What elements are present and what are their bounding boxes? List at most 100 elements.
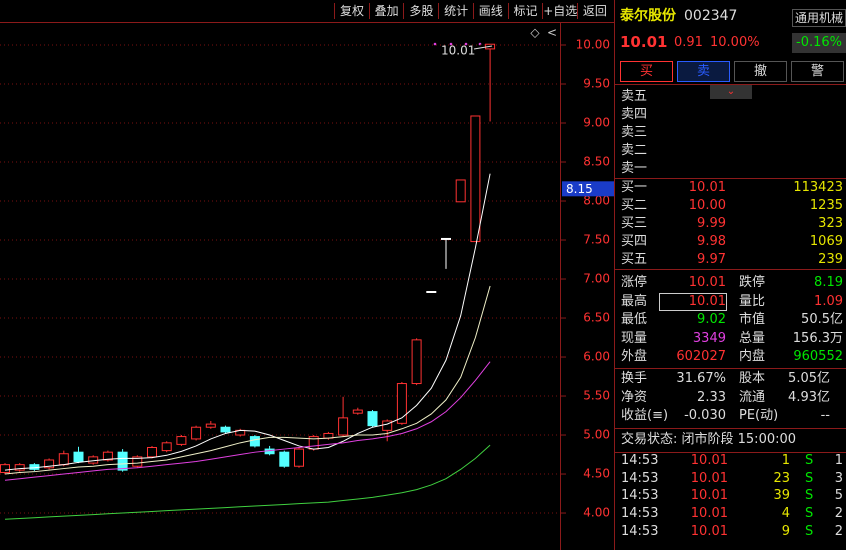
action-button[interactable]: 警: [791, 61, 844, 82]
ask-label: 卖五: [621, 89, 648, 104]
candle-body: [382, 420, 393, 431]
stat-value: 31.67%: [676, 371, 726, 386]
toolbar-button[interactable]: 画线: [472, 3, 508, 19]
tick-price: 10.01: [690, 453, 728, 468]
icon-back[interactable]: <: [547, 26, 557, 40]
price-marker: 8.15: [566, 182, 593, 196]
stat-label: 最高: [621, 293, 648, 309]
bid-label: 买四: [621, 234, 648, 249]
candle-body: [352, 409, 363, 414]
stat-label: 市值: [739, 312, 766, 327]
stat-value: 602027: [676, 349, 726, 364]
action-button[interactable]: 撤: [734, 61, 787, 82]
change-pct: 10.00%: [710, 35, 760, 50]
stock-code: 002347: [684, 8, 738, 24]
bid-price: 9.97: [697, 252, 726, 267]
candle-body: [294, 448, 304, 467]
stat-value: --: [820, 408, 830, 423]
candle-body: [117, 451, 128, 471]
candle-body: [73, 451, 84, 463]
candle-body: [102, 451, 113, 461]
stat-label: 外盘: [621, 349, 648, 364]
tick-count: 2: [834, 506, 843, 522]
tick-price: 10.01: [690, 470, 728, 486]
moving-average: [4, 173, 491, 471]
candle-body: [426, 290, 437, 293]
candle-body: [220, 426, 231, 433]
divider: [615, 269, 846, 270]
tick-side: S: [805, 506, 814, 522]
candle-body: [279, 451, 290, 467]
candle-body: [470, 115, 481, 243]
divider: [615, 368, 846, 369]
stat-label: 现量: [621, 330, 648, 346]
bid-price: 9.98: [697, 234, 726, 249]
stat-label: 涨停: [621, 275, 648, 290]
candle-body: [205, 423, 216, 428]
tick-price: 10.01: [690, 506, 728, 522]
price-marker-box: [562, 181, 614, 197]
bid-label: 买三: [621, 216, 648, 231]
tick-count: 1: [834, 453, 843, 468]
toolbar-button[interactable]: +自选: [542, 3, 578, 19]
toolbar-button[interactable]: 叠加: [368, 3, 404, 19]
toolbar-button[interactable]: 统计: [438, 3, 473, 19]
tick-volume: 9: [781, 523, 790, 539]
stat-value: 50.5亿: [801, 312, 843, 327]
toolbar-button[interactable]: 多股: [403, 3, 438, 19]
ask-label: 卖四: [621, 107, 648, 122]
y-tick-label: 4.00: [583, 506, 610, 520]
toolbar-button[interactable]: 标记: [507, 3, 543, 19]
trade-status: 交易状态: 闭市阶段 15:00:00: [621, 432, 797, 447]
tick-time: 14:53: [621, 506, 659, 522]
moving-average: [4, 444, 491, 520]
stat-value: 1.09: [814, 293, 843, 309]
bid-price: 9.99: [697, 216, 726, 231]
toolbar-button[interactable]: 复权: [334, 3, 369, 19]
y-tick-label: 9.00: [583, 116, 610, 130]
y-tick-label: 5.00: [583, 428, 610, 442]
candle-body: [411, 339, 422, 385]
moving-average: [4, 285, 491, 475]
candle-body: [0, 464, 10, 473]
candle-body: [191, 426, 202, 440]
candle-body: [367, 411, 378, 427]
candle-body: [396, 383, 407, 424]
y-tick-label: 8.00: [583, 194, 610, 208]
stat-label: 收益(≡): [621, 408, 669, 423]
icon-diamond[interactable]: ◇: [530, 26, 540, 40]
tick-side: S: [805, 488, 814, 504]
y-tick-label: 7.00: [583, 272, 610, 286]
stat-value: 10.01: [659, 292, 727, 311]
tick-volume: 23: [773, 470, 790, 486]
stat-value: 3349: [692, 330, 726, 346]
stat-value: 4.93亿: [788, 389, 830, 405]
tick-volume: 39: [773, 488, 790, 504]
stat-value: 10.01: [688, 275, 726, 290]
bid-price: 10.01: [688, 180, 726, 195]
stat-value: -0.030: [684, 408, 726, 423]
stat-value: 156.3万: [792, 330, 843, 346]
tick-time: 14:53: [621, 453, 659, 468]
industry[interactable]: 通用机械: [792, 9, 846, 27]
divider: [615, 84, 846, 85]
candle-body: [58, 453, 69, 466]
collapse-tab[interactable]: ⌄: [710, 85, 752, 99]
tick-side: S: [805, 523, 814, 539]
tick-price: 10.01: [690, 488, 728, 504]
stat-label: 股本: [739, 371, 766, 386]
toolbar-button[interactable]: 返回: [576, 3, 612, 19]
candle-body: [132, 456, 143, 467]
action-button[interactable]: 卖: [677, 61, 730, 82]
candle-body: [14, 464, 25, 471]
candle-body: [441, 237, 451, 240]
marker-dots: [433, 42, 482, 46]
ask-label: 卖二: [621, 143, 648, 158]
y-tick-label: 10.00: [576, 38, 610, 52]
stat-label: 最低: [621, 312, 648, 327]
ask-label: 卖一: [621, 161, 648, 176]
stat-label: 总量: [739, 330, 766, 346]
action-button[interactable]: 买: [620, 61, 673, 82]
bid-volume: 1235: [809, 198, 843, 213]
